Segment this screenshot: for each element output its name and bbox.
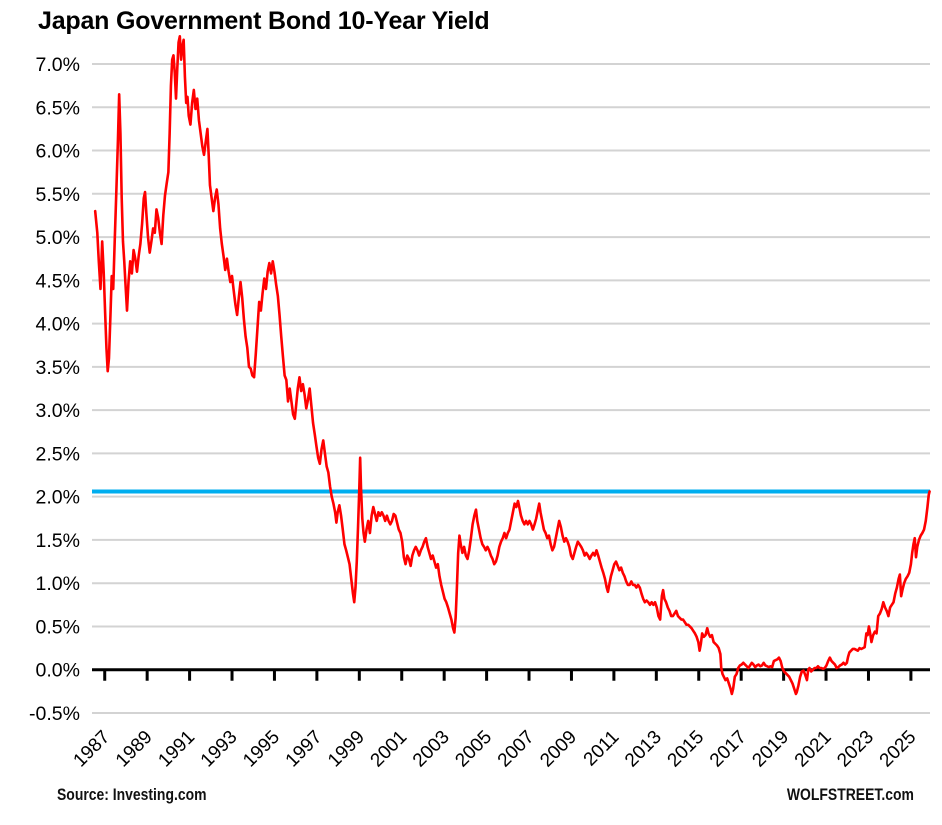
x-axis-tick-labels: 1987198919911993199519971999200120032005…	[70, 727, 921, 772]
x-axis-tick-label: 2001	[367, 727, 412, 772]
watermark: WOLFSTREET.com	[786, 785, 914, 804]
x-axis-ticks	[103, 669, 913, 681]
x-axis-tick-label: 2007	[494, 727, 539, 772]
y-axis-tick-label: 6.5%	[36, 97, 80, 119]
series-line	[93, 35, 931, 696]
y-axis-tick-label: 7.0%	[36, 54, 80, 76]
gridlines	[92, 63, 930, 714]
y-axis-tick-label: 4.5%	[36, 270, 80, 292]
y-axis-tick-label: 6.0%	[36, 141, 80, 163]
x-axis-tick-label: 2005	[451, 727, 496, 772]
y-axis-tick-label: 2.0%	[36, 487, 80, 509]
x-axis-tick-label: 1989	[112, 727, 157, 772]
x-axis-tick-label: 1993	[197, 727, 242, 772]
y-axis-tick-label: 1.5%	[36, 530, 80, 552]
x-axis-tick-label: 2013	[621, 727, 666, 772]
x-axis-tick-label: 2009	[536, 727, 581, 772]
y-axis-tick-label: 0.5%	[36, 616, 80, 638]
x-axis-tick-label: 2017	[706, 727, 751, 772]
x-axis-tick-label: 1991	[154, 727, 199, 772]
y-axis-tick-label: 1.0%	[36, 573, 80, 595]
page-title: Japan Government Bond 10-Year Yield	[38, 7, 490, 35]
x-axis-tick-label: 1997	[282, 727, 327, 772]
x-axis-tick-label: 2021	[791, 727, 836, 772]
y-axis-tick-label: -0.5%	[29, 703, 80, 725]
y-axis-tick-label: 3.0%	[36, 400, 80, 422]
yield-series-line	[93, 35, 931, 696]
x-axis-tick-label: 2019	[748, 727, 793, 772]
x-axis-tick-label: 2003	[409, 727, 454, 772]
x-axis-tick-label: 2023	[833, 727, 878, 772]
x-axis-tick-label: 2025	[876, 727, 921, 772]
x-axis-tick-label: 1995	[239, 727, 284, 772]
x-axis-tick-label: 1999	[324, 727, 369, 772]
y-axis-tick-label: 2.5%	[36, 443, 80, 465]
y-axis-tick-label: 0.0%	[36, 660, 80, 682]
y-axis-tick-label: 3.5%	[36, 357, 80, 379]
y-axis-tick-label: 5.5%	[36, 184, 80, 206]
x-axis-tick-label: 1987	[70, 727, 115, 772]
x-axis-tick-label: 2015	[664, 727, 709, 772]
y-axis-tick-labels: 7.0% 6.5% 6.0% 5.5% 5.0% 4.5% 4.0% 3.5% 3.0% 2.5%…	[29, 54, 80, 725]
x-axis-tick-label: 2011	[580, 727, 624, 771]
y-axis-tick-label: 5.0%	[36, 227, 80, 249]
y-axis-tick-label: 4.0%	[36, 314, 80, 336]
source-note: Source: Investing.com	[57, 785, 207, 804]
